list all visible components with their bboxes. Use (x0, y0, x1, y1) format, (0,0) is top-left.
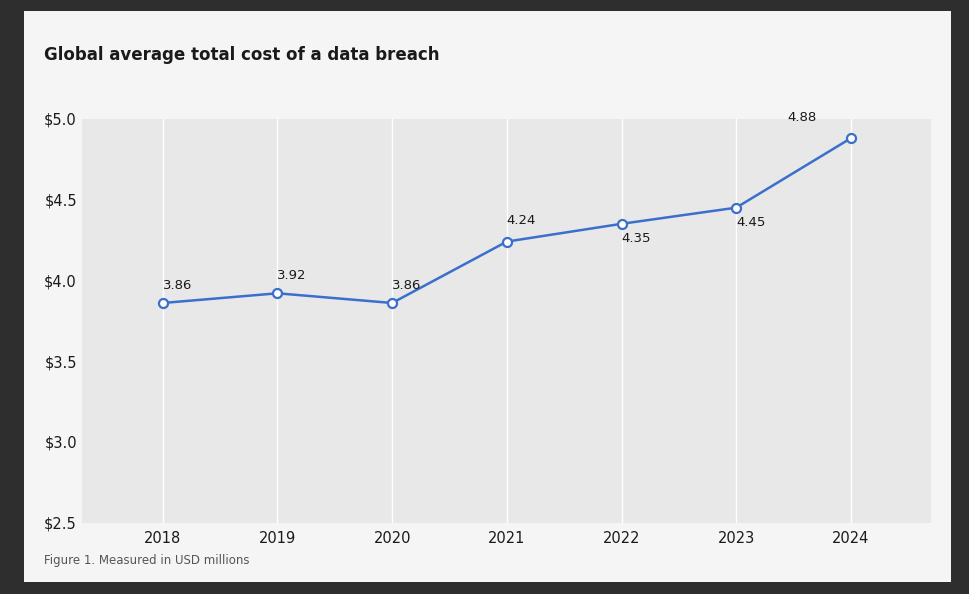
Text: Figure 1. Measured in USD millions: Figure 1. Measured in USD millions (44, 554, 249, 567)
Text: 4.24: 4.24 (506, 214, 536, 227)
Text: 4.35: 4.35 (621, 232, 650, 245)
Text: 3.92: 3.92 (277, 269, 306, 282)
Text: 4.45: 4.45 (735, 216, 765, 229)
Text: 4.88: 4.88 (787, 110, 816, 124)
Text: Global average total cost of a data breach: Global average total cost of a data brea… (44, 46, 439, 64)
Text: 3.86: 3.86 (391, 279, 422, 292)
Text: 3.86: 3.86 (163, 279, 192, 292)
